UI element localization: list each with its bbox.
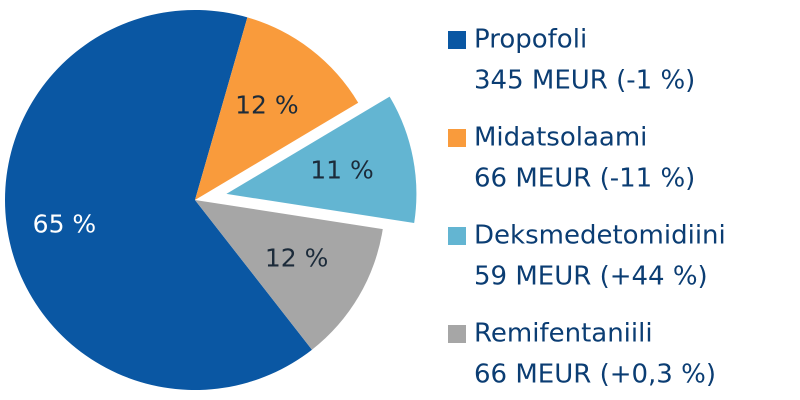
- legend-detail: 66 MEUR (+0,3 %): [474, 360, 716, 390]
- legend-swatch: [448, 227, 466, 245]
- legend-detail: 59 MEUR (+44 %): [474, 262, 708, 292]
- legend-detail: 66 MEUR (-11 %): [474, 164, 695, 194]
- pie-slice: [226, 96, 417, 223]
- slice-label: 12 %: [235, 91, 299, 120]
- pie-slice: [195, 17, 359, 201]
- legend-swatch: [448, 325, 466, 343]
- legend-swatch: [448, 31, 466, 49]
- pie-slice: [195, 200, 383, 350]
- slice-label: 11 %: [310, 155, 374, 184]
- legend-swatch: [448, 129, 466, 147]
- legend-label: Propofoli: [474, 25, 587, 55]
- legend-label: Deksmedetomidiini: [474, 221, 726, 251]
- slice-label: 65 %: [33, 209, 97, 238]
- legend-label: Remifentaniili: [474, 319, 653, 349]
- legend-label: Midatsolaami: [474, 123, 647, 153]
- slice-label: 12 %: [265, 244, 329, 273]
- legend-detail: 345 MEUR (-1 %): [474, 66, 695, 96]
- pie-slice: [5, 10, 312, 390]
